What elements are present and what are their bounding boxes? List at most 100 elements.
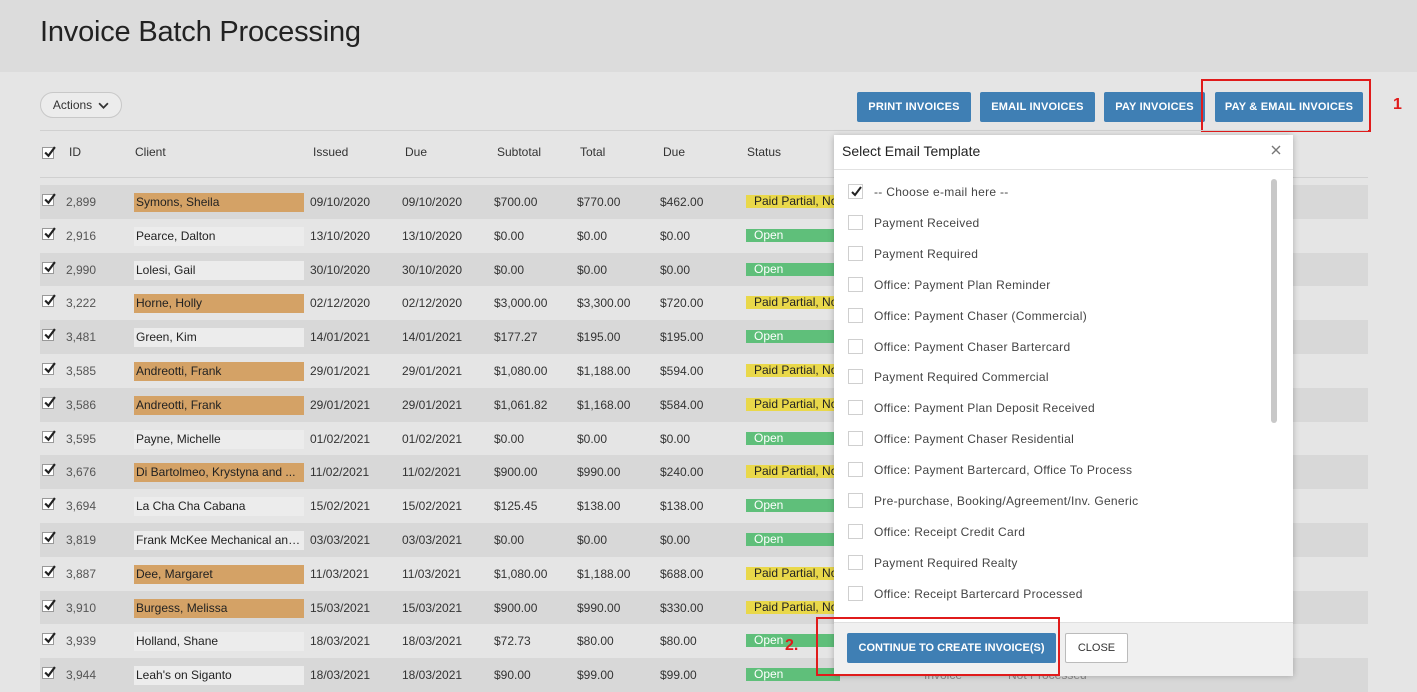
row-checkbox[interactable] [42,632,56,646]
template-option[interactable]: Office: Payment Bartercard, Office To Pr… [848,461,1268,481]
row-checkbox[interactable] [42,193,56,206]
template-option[interactable]: Office: Payment Plan Reminder [848,276,1268,296]
template-option-checkbox[interactable] [848,184,863,199]
cell-due-date: 01/02/2021 [402,431,463,446]
row-checkbox[interactable] [42,430,56,443]
cell-client[interactable]: Leah's on Siganto [134,666,304,686]
template-option[interactable]: -- Choose e-mail here -- [848,183,1268,203]
template-option-checkbox[interactable] [848,338,863,354]
close-button[interactable]: CLOSE [1065,633,1128,663]
template-option[interactable]: Office: Payment Chaser (Commercial) [848,307,1268,327]
cell-client[interactable]: Frank McKee Mechanical and... [134,531,304,550]
row-checkbox[interactable] [42,497,56,511]
row-checkbox[interactable] [42,396,56,409]
row-checkbox[interactable] [42,666,56,680]
template-option-checkbox[interactable] [848,276,863,292]
header-total[interactable]: Total [580,145,606,159]
actions-dropdown-button[interactable]: Actions [40,92,122,118]
cell-client[interactable]: Payne, Michelle [134,429,304,449]
cell-subtotal: $1,080.00 [494,364,548,378]
close-icon[interactable] [1271,145,1281,155]
checkmark-icon [44,294,56,306]
modal-divider [834,169,1293,170]
template-option[interactable]: Payment Required Realty [848,554,1268,574]
row-checkbox[interactable] [42,362,56,375]
row-checkbox[interactable] [42,294,56,308]
template-option[interactable]: Pre-purchase, Booking/Agreement/Inv. Gen… [848,492,1268,512]
row-checkbox[interactable] [42,227,56,240]
cell-total: $1,188.00 [577,566,631,581]
row-checkbox[interactable] [42,531,56,544]
cell-due-date: 09/10/2020 [402,195,463,209]
cell-due-date: 29/01/2021 [402,364,463,378]
header-client[interactable]: Client [135,145,166,159]
template-option-checkbox[interactable] [848,431,863,447]
template-option-checkbox[interactable] [848,400,863,416]
template-option[interactable]: Payment Required [848,245,1268,265]
template-option-label: Pre-purchase, Booking/Agreement/Inv. Gen… [874,494,1139,508]
select-all-checkbox[interactable] [42,146,56,159]
cell-id: 3,222 [66,296,97,311]
cell-client[interactable]: Andreotti, Frank [134,395,304,415]
cell-issued: 01/02/2021 [310,431,371,446]
template-option[interactable]: Office: Receipt Credit Card [848,523,1268,543]
template-option-checkbox[interactable] [848,369,863,385]
cell-client[interactable]: Green, Kim [134,328,304,348]
row-checkbox[interactable] [42,328,56,342]
cell-client[interactable]: Dee, Margaret [134,564,304,584]
cell-client[interactable]: Burgess, Melissa [134,598,304,618]
row-checkbox[interactable] [42,261,56,274]
cell-issued: 15/02/2021 [310,499,371,514]
template-option[interactable]: Payment Required Commercial [848,368,1268,388]
row-checkbox[interactable] [42,599,56,612]
template-option-checkbox[interactable] [848,523,863,539]
email-invoices-button[interactable]: EMAIL INVOICES [980,92,1095,122]
checkmark-icon [44,531,56,543]
cell-due-date: 11/03/2021 [402,566,462,581]
cell-due-date: 02/12/2020 [402,296,463,311]
cell-client[interactable]: Symons, Sheila [134,193,304,212]
header-status[interactable]: Status [747,145,782,159]
cell-due-date: 14/01/2021 [402,330,463,345]
cell-client[interactable]: Lolesi, Gail [134,260,304,280]
cell-issued: 15/03/2021 [310,600,371,615]
cell-client[interactable]: Horne, Holly [134,294,304,314]
header-subtotal[interactable]: Subtotal [497,145,542,159]
template-option-checkbox[interactable] [848,462,863,478]
cell-due: $584.00 [660,397,704,412]
row-checkbox[interactable] [42,463,56,477]
header-issued[interactable]: Issued [313,145,349,159]
print-invoices-button[interactable]: PRINT INVOICES [857,92,971,122]
cell-client[interactable]: Holland, Shane [134,632,304,652]
cell-client[interactable]: Andreotti, Frank [134,362,304,381]
template-option[interactable]: Office: Payment Chaser Bartercard [848,338,1268,358]
template-option[interactable]: Office: Payment Chaser Residential [848,430,1268,450]
header-id[interactable]: ID [69,145,81,159]
template-option-checkbox[interactable] [848,585,863,601]
cell-client[interactable]: Pearce, Dalton [134,226,304,246]
cell-client[interactable]: La Cha Cha Cabana [134,497,304,517]
pay-invoices-button[interactable]: PAY INVOICES [1104,92,1205,122]
template-option-checkbox[interactable] [848,307,863,323]
template-option[interactable]: Office: Payment Plan Deposit Received [848,399,1268,419]
continue-create-invoices-button[interactable]: CONTINUE TO CREATE INVOICE(S) [847,633,1056,663]
cell-subtotal: $0.00 [494,262,525,277]
template-option-checkbox[interactable] [848,493,863,508]
header-due[interactable]: Due [663,145,686,159]
cell-total: $138.00 [577,499,621,514]
template-option-checkbox[interactable] [848,245,863,261]
options-scrollbar[interactable] [1271,179,1277,423]
pay-email-invoices-button[interactable]: PAY & EMAIL INVOICES [1215,92,1363,122]
cell-due-date: 15/02/2021 [402,499,463,514]
checkmark-icon [44,362,56,374]
cell-client[interactable]: Di Bartolmeo, Krystyna and ... [134,463,304,483]
template-option-checkbox[interactable] [848,554,863,570]
row-checkbox[interactable] [42,565,56,578]
template-option-label: Payment Required [874,246,979,261]
header-due-date[interactable]: Due [405,145,428,159]
template-option-checkbox[interactable] [848,214,863,230]
chevron-down-icon [98,102,109,109]
template-option[interactable]: Payment Received [848,214,1268,234]
cell-total: $99.00 [577,668,614,683]
template-option[interactable]: Office: Receipt Bartercard Processed [848,585,1268,605]
